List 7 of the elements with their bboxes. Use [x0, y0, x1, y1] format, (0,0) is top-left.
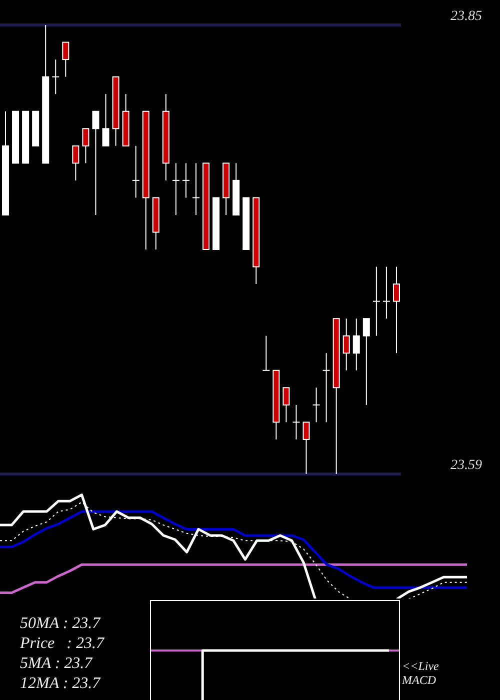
text: Price : 23.7: [20, 634, 106, 654]
text: 12MA : 23.7: [20, 674, 102, 694]
text: <<Live MACD: [402, 659, 440, 687]
text: 5MA : 23.7: [20, 654, 94, 674]
text: 50MA : 23.7: [20, 614, 102, 634]
y-tick-label: 23.59: [450, 458, 482, 473]
y-tick-label: 23.85: [450, 9, 482, 24]
